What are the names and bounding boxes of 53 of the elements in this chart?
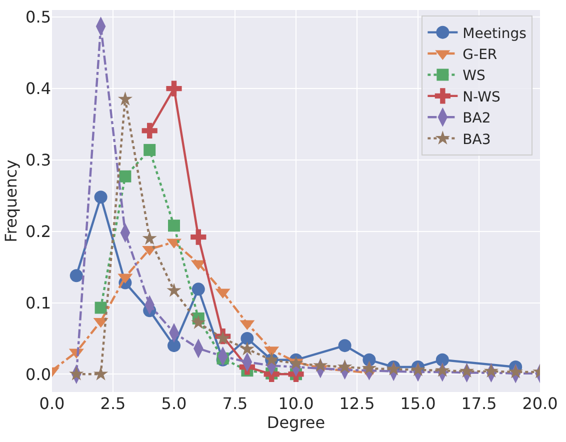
point	[166, 282, 182, 297]
point	[94, 190, 108, 204]
y-tick-label: 0.1	[26, 293, 51, 312]
y-tick-label: 0.4	[26, 79, 51, 98]
point	[410, 362, 426, 376]
legend-label: BA2	[462, 110, 491, 127]
point	[168, 339, 180, 352]
point	[313, 358, 328, 372]
legend-label: N-WS	[462, 89, 500, 106]
point	[190, 229, 206, 245]
y-tick-label: 0.3	[26, 150, 51, 170]
x-tick-label: 20.0	[522, 394, 558, 413]
y-axis-title: Frequency	[1, 160, 20, 242]
y-tick-label: 0.5	[26, 8, 51, 27]
point	[94, 302, 107, 314]
point	[484, 364, 499, 378]
point	[119, 170, 132, 182]
point	[240, 332, 254, 345]
point	[69, 366, 84, 380]
point	[142, 122, 158, 138]
point	[337, 359, 352, 374]
y-tick-label: 0.0	[26, 364, 51, 384]
point	[288, 356, 304, 370]
point	[191, 315, 206, 329]
point	[168, 220, 180, 232]
x-tick-label: 7.5	[222, 394, 248, 413]
legend-label: G-ER	[462, 46, 498, 63]
point	[118, 92, 133, 106]
x-tick-label: 17.5	[461, 394, 497, 413]
point	[70, 269, 83, 282]
x-tick-label: 15.0	[400, 394, 436, 413]
point	[508, 364, 523, 378]
point	[93, 366, 108, 380]
legend-label: WS	[462, 68, 486, 84]
x-tick-label: 10.0	[278, 394, 314, 413]
x-tick-label: 5.0	[161, 394, 187, 413]
legend-label: BA3	[462, 132, 491, 148]
point	[435, 362, 450, 377]
point	[240, 341, 255, 356]
point	[166, 80, 182, 96]
legend-label: Meetings	[462, 26, 526, 42]
x-tick-label: 0.0	[39, 394, 65, 413]
x-tick-label: 12.5	[339, 394, 375, 413]
x-axis-title: Degree	[266, 413, 326, 432]
point	[436, 353, 449, 366]
point	[142, 230, 157, 245]
point	[192, 282, 205, 296]
point	[459, 364, 474, 378]
point	[338, 339, 352, 352]
x-tick-label: 2.5	[100, 394, 126, 413]
point	[144, 144, 156, 156]
point	[362, 360, 377, 375]
y-tick-label: 0.2	[26, 222, 51, 241]
